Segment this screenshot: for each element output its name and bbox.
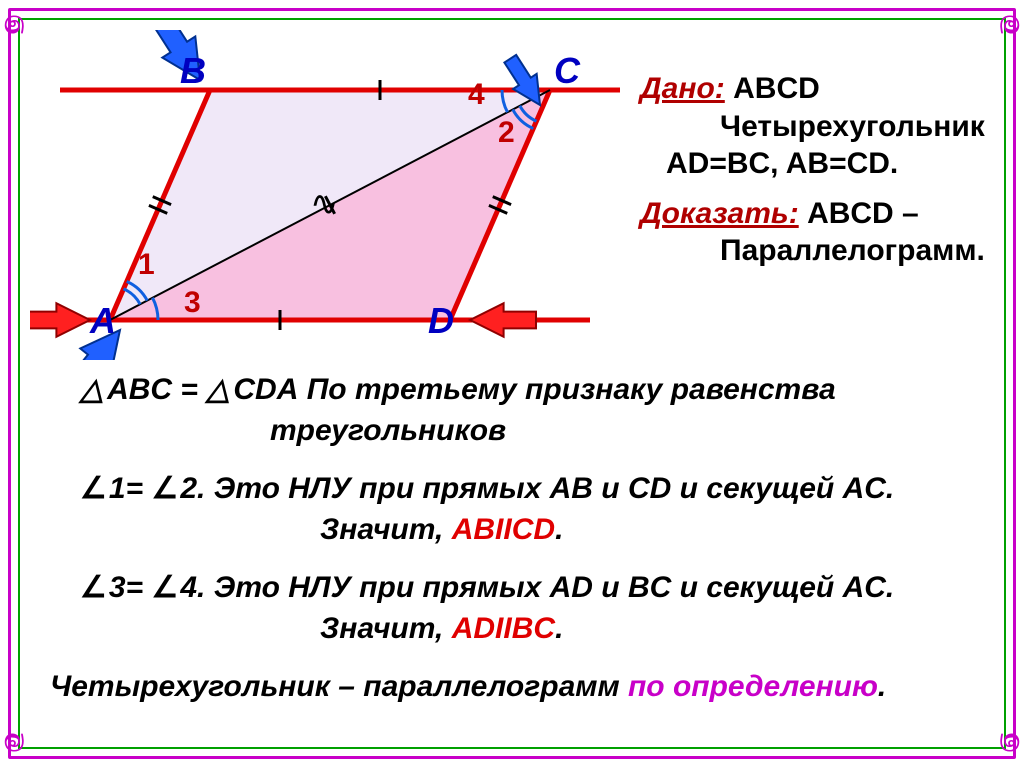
proof-step-2: ∠1= ∠2. Это НЛУ при прямых AB и CD и сек…: [50, 469, 974, 550]
angle-label-2: 2: [498, 116, 515, 150]
vertex-label-a: A: [90, 300, 116, 342]
proof-text: .: [878, 670, 886, 703]
proof-step-1: △ABC = △CDA По третьему признаку равенст…: [50, 370, 974, 451]
proof-text: .: [555, 513, 563, 546]
proof-text: 1=: [109, 472, 143, 505]
proof-conclusion: Четырехугольник – параллелограмм по опре…: [50, 667, 974, 708]
content-area: ∿ A B C D 1 2 3 4 Дано: ABCD Четырехугол…: [30, 30, 994, 737]
proof-text: 2.: [180, 472, 205, 505]
proof-text: По третьему признаку равенства: [307, 373, 836, 406]
angle-label-4: 4: [468, 78, 485, 112]
given-text: AD=BC, AB=CD.: [666, 147, 898, 180]
angle-icon: ∠: [151, 472, 180, 505]
congruent-icon: ∿: [310, 185, 339, 223]
given-block: Дано: ABCD Четырехугольник AD=BC, AB=CD.: [640, 70, 984, 183]
proof-result: ABIICD: [452, 513, 555, 546]
proof-step-3: ∠3= ∠4. Это НЛУ при прямых AD и BC и сек…: [50, 568, 974, 649]
proof-conclusion-accent: по определению: [628, 670, 878, 703]
problem-statement: Дано: ABCD Четырехугольник AD=BC, AB=CD.…: [640, 70, 984, 282]
geometry-diagram: ∿ A B C D 1 2 3 4: [30, 30, 630, 360]
prove-label: Доказать:: [640, 197, 799, 230]
diagram-svg: ∿: [30, 30, 630, 360]
proof-area: △ABC = △CDA По третьему признаку равенст…: [50, 370, 974, 726]
proof-text: CDA: [233, 373, 298, 406]
proof-text: Четырехугольник – параллелограмм: [50, 670, 628, 703]
given-text: Четырехугольник: [720, 110, 985, 143]
vertex-label-b: B: [180, 50, 206, 92]
proof-text: 3=: [109, 571, 143, 604]
vertex-label-c: C: [554, 50, 580, 92]
given-text: ABCD: [733, 72, 820, 105]
proof-text: 4.: [180, 571, 205, 604]
angle-label-1: 1: [138, 248, 155, 282]
vertex-label-d: D: [428, 300, 454, 342]
proof-text: Значит,: [80, 612, 443, 645]
prove-block: Доказать: ABCD – Параллелограмм.: [640, 195, 984, 270]
proof-text: .: [555, 612, 563, 645]
prove-text: Параллелограмм.: [720, 234, 985, 267]
angle-icon: ∠: [151, 571, 180, 604]
proof-text: Это НЛУ при прямых AB и CD и секущей AC.: [214, 472, 894, 505]
angle-label-3: 3: [184, 286, 201, 320]
proof-text: Это НЛУ при прямых AD и BC и секущей AC.: [214, 571, 894, 604]
angle-icon: ∠: [80, 571, 109, 604]
angle-icon: ∠: [80, 472, 109, 505]
given-label: Дано:: [640, 72, 725, 105]
triangle-icon: △: [206, 373, 233, 406]
proof-text: треугольников: [80, 414, 506, 447]
proof-text: Значит,: [80, 513, 443, 546]
proof-result: ADIIBC: [452, 612, 555, 645]
prove-text: ABCD –: [807, 197, 919, 230]
proof-text: ABC =: [107, 373, 198, 406]
triangle-icon: △: [80, 373, 107, 406]
